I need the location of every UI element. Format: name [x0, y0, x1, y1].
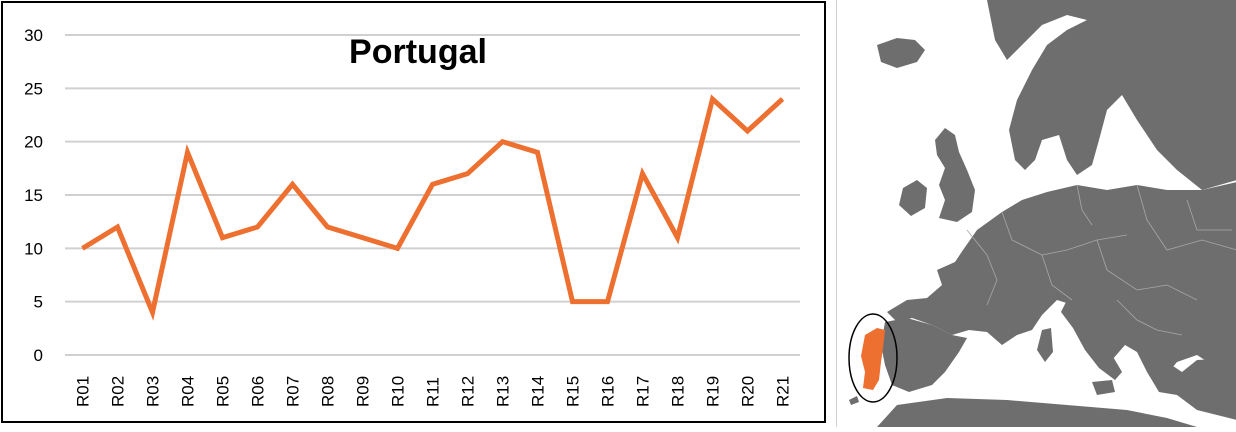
- x-tick-label: R15: [564, 376, 583, 407]
- data-point-R21: [782, 98, 783, 100]
- europe-map-panel: [836, 0, 1236, 427]
- x-tick-label: R14: [529, 376, 548, 407]
- europe-map: [848, 0, 1236, 427]
- portugal-highlight: [861, 328, 885, 390]
- data-point-R08: [327, 226, 328, 228]
- country-borders: [966, 184, 1236, 336]
- data-point-R03: [152, 311, 153, 313]
- line-chart-panel: 0 5 10 15 20 25 30 R01 R02 R03 R04 R05 R06 R07 R08 R09…: [1, 1, 826, 423]
- data-point-R11: [432, 183, 433, 185]
- x-tick-label: R21: [774, 376, 793, 407]
- data-point-R15: [572, 301, 573, 303]
- data-point-R07: [292, 183, 293, 185]
- x-tick-label: R16: [599, 376, 618, 407]
- x-tick-label: R18: [669, 376, 688, 407]
- line-chart: 0 5 10 15 20 25 30 R01 R02 R03 R04 R05 R06 R07 R08 R09…: [24, 26, 800, 407]
- data-point-R14: [537, 151, 538, 153]
- x-tick-label: R11: [424, 377, 443, 407]
- y-tick-label: 5: [34, 293, 43, 312]
- x-tick-label: R17: [634, 376, 653, 407]
- x-tick-label: R12: [459, 376, 478, 407]
- data-point-R05: [222, 237, 223, 239]
- data-point-R02: [117, 226, 118, 228]
- x-tick-label: R07: [284, 376, 303, 407]
- data-point-R20: [747, 130, 748, 132]
- data-point-R04: [187, 151, 188, 153]
- x-axis-ticks: R01 R02 R03 R04 R05 R06 R07 R08 R09 R10 R11 R12 R13 R…: [74, 376, 793, 407]
- data-point-R18: [677, 237, 678, 239]
- series-layer: [81, 94, 785, 321]
- y-tick-label: 30: [24, 26, 43, 45]
- x-tick-label: R03: [144, 376, 163, 407]
- x-tick-label: R13: [494, 376, 513, 407]
- europe-landmass: [877, 0, 1236, 427]
- y-tick-label: 25: [24, 79, 43, 98]
- y-axis-ticks: 0 5 10 15 20 25 30: [24, 26, 43, 365]
- portugal-circle-marker: [848, 313, 898, 403]
- data-point-R10: [397, 247, 398, 249]
- chart-title: Portugal: [349, 33, 487, 71]
- x-tick-label: R20: [739, 376, 758, 407]
- data-point-R13: [502, 141, 503, 143]
- x-tick-label: R02: [109, 376, 128, 407]
- x-tick-label: R10: [389, 376, 408, 407]
- x-tick-label: R04: [179, 376, 198, 407]
- y-tick-label: 0: [34, 346, 43, 365]
- data-point-R09: [362, 237, 363, 239]
- y-tick-label: 15: [24, 186, 43, 205]
- x-tick-label: R19: [704, 376, 723, 407]
- x-tick-label: R09: [354, 376, 373, 407]
- gridlines: [65, 34, 800, 356]
- x-tick-label: R06: [249, 376, 268, 407]
- data-point-R12: [467, 173, 468, 175]
- data-point-R17: [642, 173, 643, 175]
- data-point-R06: [257, 226, 258, 228]
- data-point-R01: [82, 247, 83, 249]
- data-point-R16: [607, 301, 608, 303]
- x-tick-label: R05: [214, 376, 233, 407]
- x-tick-label: R08: [319, 376, 338, 407]
- data-point-R19: [712, 98, 713, 100]
- series-line: [81, 94, 785, 321]
- y-tick-label: 20: [24, 133, 43, 152]
- x-tick-label: R01: [74, 376, 93, 407]
- y-tick-label: 10: [24, 239, 43, 258]
